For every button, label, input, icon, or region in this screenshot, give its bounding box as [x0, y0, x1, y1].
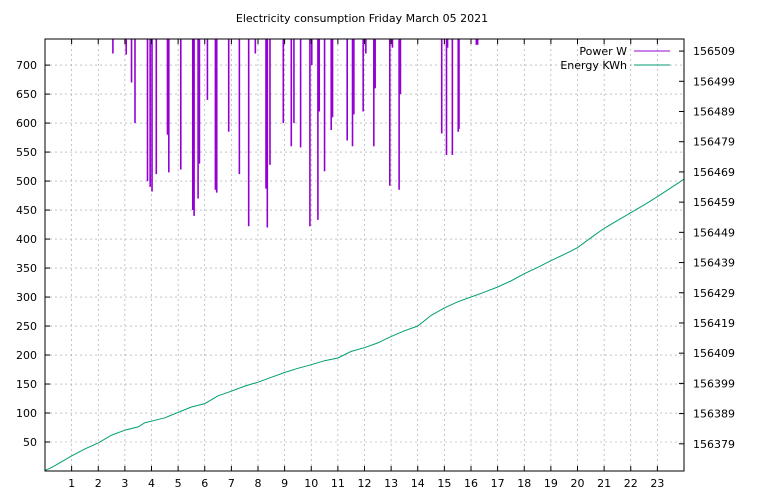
y-tick-label: 550	[16, 146, 37, 159]
y2-tick-label: 156389	[693, 408, 735, 421]
y2-tick-label: 156489	[693, 106, 735, 119]
y-tick-label: 200	[16, 349, 37, 362]
x-tick-label: 3	[121, 477, 128, 490]
x-tick-label: 11	[331, 477, 345, 490]
x-tick-label: 17	[491, 477, 505, 490]
x-tick-label: 10	[304, 477, 318, 490]
energy-series	[44, 178, 685, 471]
x-tick-label: 4	[148, 477, 155, 490]
x-tick-label: 23	[650, 477, 664, 490]
x-tick-label: 20	[571, 477, 585, 490]
y2-tick-label: 156379	[693, 438, 735, 451]
y2-tick-label: 156419	[693, 317, 735, 330]
x-tick-label: 19	[544, 477, 558, 490]
x-tick-label: 2	[95, 477, 102, 490]
chart-title: Electricity consumption Friday March 05 …	[236, 12, 488, 25]
energy-line	[44, 178, 685, 471]
x-tick-label: 5	[175, 477, 182, 490]
x-tick-label: 8	[255, 477, 262, 490]
x-tick-label: 1	[68, 477, 75, 490]
y-tick-label: 250	[16, 320, 37, 333]
x-tick-label: 15	[437, 477, 451, 490]
x-tick-label: 22	[624, 477, 638, 490]
x-tick-label: 7	[228, 477, 235, 490]
x-tick-label: 18	[517, 477, 531, 490]
legend-label-energy: Energy KWh	[560, 59, 627, 72]
x-tick-label: 14	[411, 477, 425, 490]
y-tick-label: 300	[16, 291, 37, 304]
x-tick-label: 13	[384, 477, 398, 490]
y-tick-label: 400	[16, 233, 37, 246]
y-tick-label: 350	[16, 262, 37, 275]
y-tick-label: 650	[16, 88, 37, 101]
y2-tick-label: 156499	[693, 75, 735, 88]
legend: Power W Energy KWh	[560, 45, 670, 72]
y2-tick-label: 156409	[693, 347, 735, 360]
x-tick-label: 21	[597, 477, 611, 490]
y2-tick-label: 156429	[693, 287, 735, 300]
y-tick-label: 500	[16, 175, 37, 188]
x-axis-tick-labels: 1 2 3 4 5 6 7 8 9 10 11 12 13 14 15 16 17 18 19 20 21 22 23	[68, 477, 664, 490]
y2-tick-label: 156479	[693, 136, 735, 149]
y2-tick-label: 156469	[693, 166, 735, 179]
x-tick-label: 9	[281, 477, 288, 490]
y2-tick-label: 156459	[693, 196, 735, 209]
x-tick-label: 12	[358, 477, 372, 490]
legend-label-power: Power W	[579, 45, 627, 58]
x-tick-label: 6	[201, 477, 208, 490]
y2-axis-tick-labels: 156379 156389 156399 156409 156419 156429 1564…	[693, 45, 735, 451]
y-tick-label: 600	[16, 117, 37, 130]
x-tick-label: 16	[464, 477, 478, 490]
grid	[45, 39, 684, 471]
y-tick-label: 100	[16, 407, 37, 420]
y2-tick-label: 156509	[693, 45, 735, 58]
y-tick-label: 450	[16, 204, 37, 217]
y-tick-label: 700	[16, 59, 37, 72]
power-series	[112, 39, 479, 228]
y2-tick-label: 156449	[693, 226, 735, 239]
y2-tick-label: 156439	[693, 257, 735, 270]
y-tick-label: 150	[16, 378, 37, 391]
y-axis-tick-labels: 50 100 150 200 250 300 350 400 450 500 550 600 650 70…	[16, 59, 37, 449]
y2-tick-label: 156399	[693, 377, 735, 390]
axis-ticks	[45, 39, 684, 471]
y-tick-label: 50	[23, 436, 37, 449]
